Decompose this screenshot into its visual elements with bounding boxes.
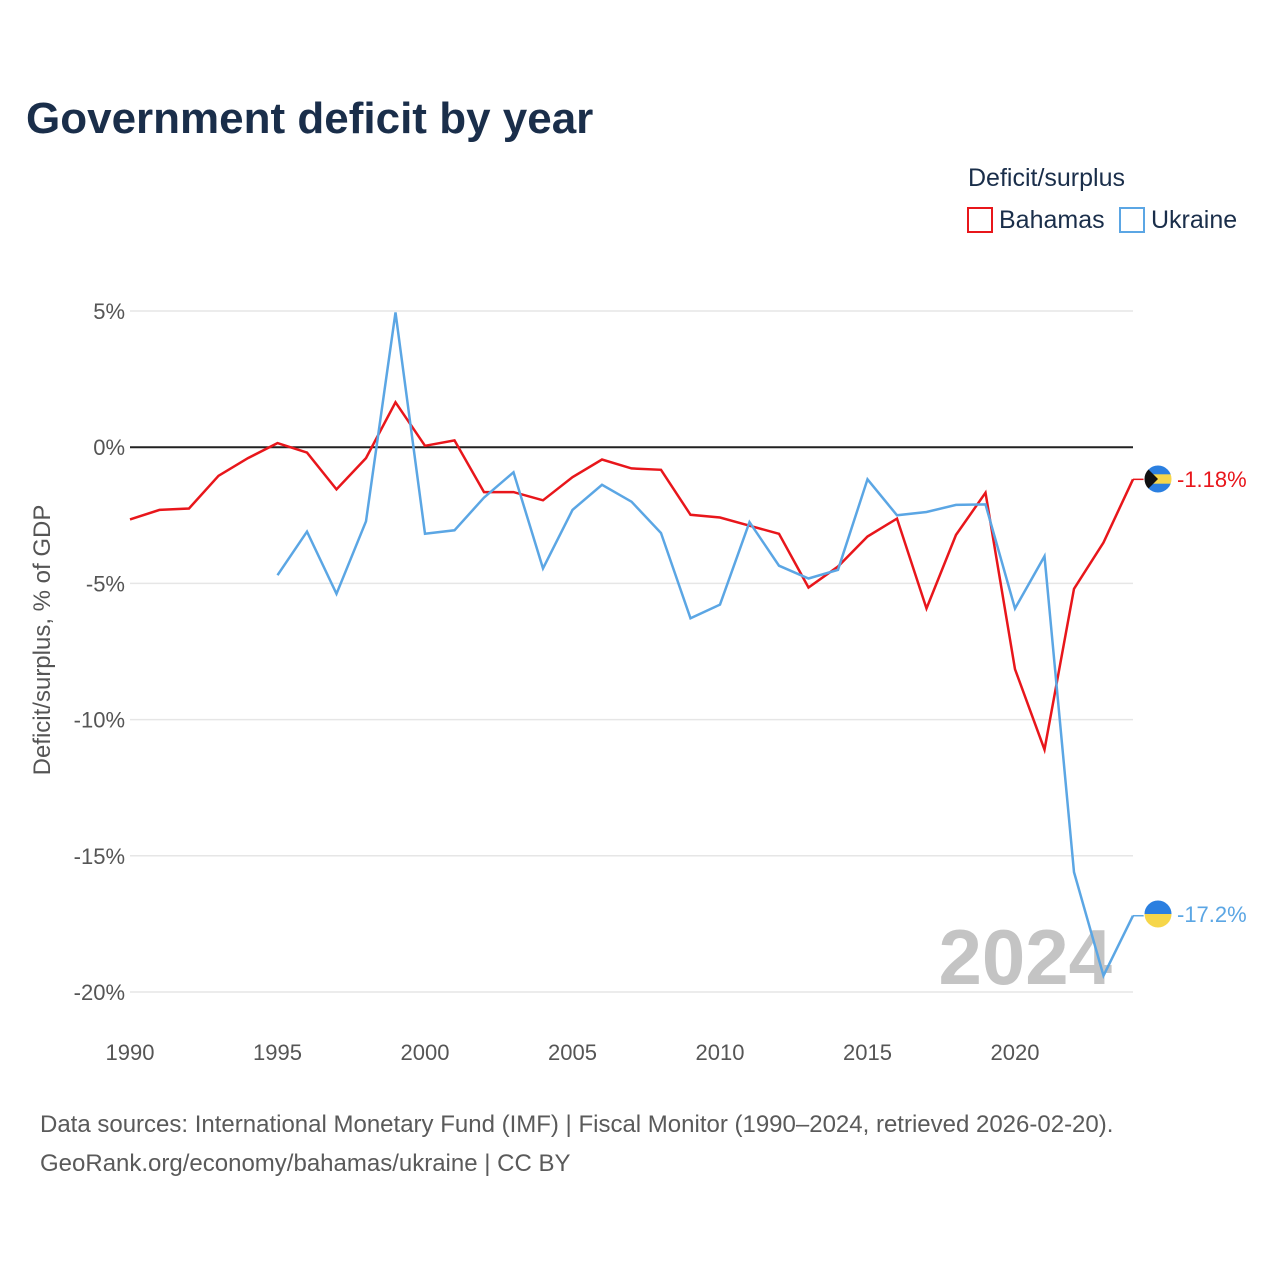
data-point-bahamas[interactable] [213, 470, 225, 482]
data-point-bahamas[interactable] [419, 440, 431, 452]
data-point-ukraine[interactable] [567, 504, 579, 516]
series-line-ukraine[interactable] [276, 312, 1135, 980]
data-point-ukraine[interactable] [1098, 970, 1110, 982]
data-point-bahamas[interactable] [596, 453, 608, 465]
data-point-bahamas[interactable] [154, 504, 166, 516]
gridlines [130, 310, 1133, 993]
data-point-bahamas[interactable] [1098, 537, 1110, 549]
data-point-bahamas[interactable] [1039, 744, 1051, 756]
y-axis-title: Deficit/surplus, % of GDP [29, 505, 56, 776]
data-point-bahamas[interactable] [331, 483, 343, 495]
data-point-bahamas[interactable] [862, 531, 874, 543]
data-point-ukraine[interactable] [1068, 866, 1080, 878]
legend-title: Deficit/surplus [968, 164, 1125, 192]
series-lines [124, 306, 1144, 982]
x-tick-label: 1995 [253, 1040, 302, 1065]
y-tick-label: -15% [74, 844, 125, 869]
x-axis-ticks: 1990 1995 2000 2005 2010 2015 2020 [106, 1040, 1040, 1065]
data-point-bahamas[interactable] [626, 462, 638, 474]
data-point-ukraine[interactable] [331, 588, 343, 600]
data-point-bahamas[interactable] [1068, 583, 1080, 595]
legend: Deficit/surplus Bahamas Ukraine [967, 164, 1237, 234]
data-point-ukraine[interactable] [390, 306, 402, 318]
data-point-bahamas[interactable] [950, 529, 962, 541]
data-point-bahamas[interactable] [714, 511, 726, 523]
data-point-ukraine[interactable] [508, 466, 520, 478]
y-tick-label: 5% [93, 299, 125, 324]
legend-label-bahamas[interactable]: Bahamas [999, 206, 1105, 234]
x-tick-label: 2000 [401, 1040, 450, 1065]
x-tick-label: 2010 [696, 1040, 745, 1065]
year-watermark: 2024 [938, 913, 1112, 1001]
y-axis-ticks: 5% 0% -5% -10% -15% -20% [74, 299, 125, 1005]
data-point-bahamas[interactable] [921, 602, 933, 614]
data-point-ukraine[interactable] [655, 527, 667, 539]
source-line-2: GeoRank.org/economy/bahamas/ukraine | CC… [40, 1150, 571, 1177]
data-point-bahamas[interactable] [773, 528, 785, 540]
data-point-ukraine[interactable] [537, 562, 549, 574]
chart-title: Government deficit by year [26, 94, 593, 143]
data-point-ukraine[interactable] [301, 526, 313, 538]
data-point-bahamas[interactable] [301, 447, 313, 459]
data-point-ukraine[interactable] [950, 499, 962, 511]
data-point-ukraine[interactable] [803, 572, 815, 584]
y-tick-label: -10% [74, 708, 125, 733]
data-point-ukraine[interactable] [685, 612, 697, 624]
data-point-bahamas[interactable] [685, 509, 697, 521]
data-point-bahamas[interactable] [1009, 663, 1021, 675]
bahamas-flag-icon [1144, 465, 1172, 493]
data-point-ukraine[interactable] [832, 564, 844, 576]
legend-label-ukraine[interactable]: Ukraine [1151, 206, 1237, 234]
data-point-ukraine[interactable] [419, 528, 431, 540]
x-tick-label: 2020 [991, 1040, 1040, 1065]
x-tick-label: 2005 [548, 1040, 597, 1065]
data-point-ukraine[interactable] [478, 492, 490, 504]
data-point-ukraine[interactable] [773, 560, 785, 572]
data-point-bahamas[interactable] [183, 502, 195, 514]
data-point-bahamas[interactable] [980, 487, 992, 499]
data-point-ukraine[interactable] [714, 599, 726, 611]
data-point-ukraine[interactable] [596, 479, 608, 491]
data-point-bahamas[interactable] [655, 464, 667, 476]
data-point-ukraine[interactable] [1009, 602, 1021, 614]
data-point-ukraine[interactable] [862, 473, 874, 485]
data-point-ukraine[interactable] [626, 496, 638, 508]
data-point-bahamas[interactable] [242, 452, 254, 464]
legend-swatch-bahamas[interactable] [967, 207, 993, 233]
y-tick-label: -5% [86, 571, 125, 596]
ukraine-flag-icon [1144, 900, 1172, 928]
data-point-bahamas[interactable] [537, 494, 549, 506]
x-tick-label: 1990 [106, 1040, 155, 1065]
data-point-bahamas[interactable] [1127, 473, 1139, 485]
data-point-ukraine[interactable] [272, 569, 284, 581]
data-point-bahamas[interactable] [272, 437, 284, 449]
ukraine-end-label: -17.2% [1177, 902, 1247, 927]
bahamas-end-marker [1143, 464, 1173, 494]
data-point-bahamas[interactable] [124, 513, 136, 525]
y-tick-label: -20% [74, 980, 125, 1005]
series-line-bahamas[interactable] [129, 399, 1135, 755]
bahamas-end-label: -1.18% [1177, 467, 1247, 492]
legend-swatch-ukraine[interactable] [1119, 207, 1145, 233]
data-point-ukraine[interactable] [980, 498, 992, 510]
data-point-ukraine[interactable] [1127, 910, 1139, 922]
data-point-ukraine[interactable] [744, 516, 756, 528]
data-point-ukraine[interactable] [449, 524, 461, 536]
data-point-bahamas[interactable] [449, 434, 461, 446]
y-tick-label: 0% [93, 435, 125, 460]
data-point-bahamas[interactable] [390, 396, 402, 408]
data-point-ukraine[interactable] [1039, 550, 1051, 562]
data-point-ukraine[interactable] [891, 509, 903, 521]
ukraine-end-marker [1143, 899, 1173, 929]
data-point-ukraine[interactable] [360, 515, 372, 527]
data-point-bahamas[interactable] [567, 471, 579, 483]
source-line-1: Data sources: International Monetary Fun… [40, 1111, 1113, 1138]
x-tick-label: 2015 [843, 1040, 892, 1065]
data-point-ukraine[interactable] [921, 506, 933, 518]
data-point-bahamas[interactable] [360, 452, 372, 464]
